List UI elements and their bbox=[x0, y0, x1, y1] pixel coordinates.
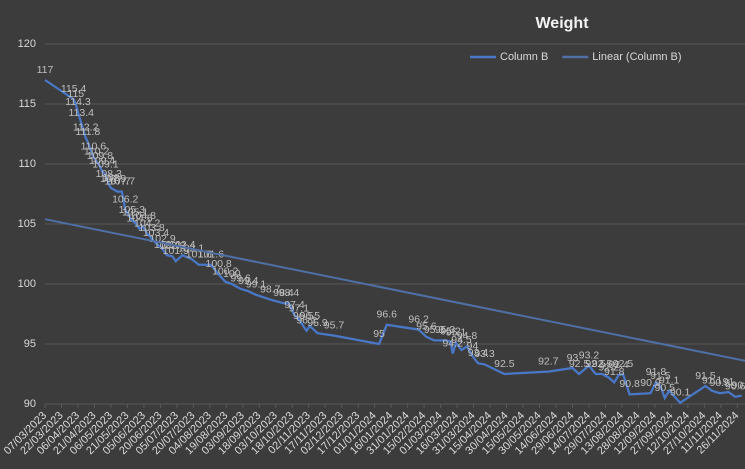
data-label: 95.3 bbox=[435, 324, 456, 336]
data-label: 92.5 bbox=[585, 358, 606, 370]
data-label: 111.8 bbox=[75, 126, 100, 138]
data-label: 100.8 bbox=[205, 258, 231, 270]
data-label: 94.8 bbox=[457, 330, 478, 342]
data-label: 108.3 bbox=[96, 168, 122, 180]
data-label: 90.7 bbox=[731, 379, 745, 391]
data-label: 90.9 bbox=[710, 377, 731, 389]
data-label: 98.7 bbox=[260, 283, 281, 295]
series-line bbox=[44, 79, 742, 405]
chart-title: Weight bbox=[535, 15, 589, 32]
data-label: 97.1 bbox=[289, 303, 310, 315]
data-label: 90.9 bbox=[640, 377, 661, 389]
data-label: 96.5 bbox=[300, 310, 321, 322]
data-label: 92.5 bbox=[613, 358, 634, 370]
data-label: 107.7 bbox=[104, 175, 130, 187]
data-label: 99.6 bbox=[230, 273, 251, 285]
data-label: 90.6 bbox=[725, 381, 745, 393]
data-label: 96.5 bbox=[293, 310, 314, 322]
data-label: 105.3 bbox=[119, 204, 145, 216]
data-label: 109.1 bbox=[92, 159, 118, 171]
data-label: 99.1 bbox=[246, 279, 267, 291]
y-tick-label: 120 bbox=[18, 38, 36, 50]
data-label: 92.2 bbox=[599, 361, 620, 373]
data-label: 95.3 bbox=[424, 324, 445, 336]
data-label: 107.7 bbox=[109, 175, 135, 187]
data-label: 110.6 bbox=[81, 141, 107, 153]
data-label: 91.8 bbox=[646, 366, 667, 378]
data-label: 99.4 bbox=[238, 275, 259, 287]
data-label: 97.4 bbox=[284, 299, 305, 311]
data-label: 101.6 bbox=[198, 249, 224, 261]
data-label: 115 bbox=[67, 88, 84, 100]
data-label: 91.5 bbox=[695, 370, 716, 382]
data-label: 92.7 bbox=[538, 355, 559, 367]
data-label: 91 bbox=[723, 376, 735, 388]
data-label: 91.5 bbox=[650, 370, 671, 382]
data-label: 104.2 bbox=[134, 217, 160, 229]
data-label: 110.2 bbox=[84, 145, 110, 157]
y-tick-label: 100 bbox=[18, 278, 36, 290]
data-label: 95.9 bbox=[307, 317, 328, 329]
data-label: 91.1 bbox=[659, 375, 680, 387]
data-label: 92.5 bbox=[569, 358, 590, 370]
data-label: 95.1 bbox=[446, 327, 467, 339]
data-label: 95.7 bbox=[324, 319, 345, 331]
y-tick-label: 115 bbox=[18, 98, 36, 110]
data-label: 93.3 bbox=[474, 348, 495, 360]
data-label: 104.6 bbox=[126, 213, 152, 225]
y-tick-label: 95 bbox=[24, 338, 36, 350]
data-label: 100.2 bbox=[212, 265, 238, 277]
data-label: 98.4 bbox=[279, 287, 300, 299]
data-label: 109.4 bbox=[89, 155, 115, 167]
data-label: 117 bbox=[37, 64, 54, 76]
data-label: 94 bbox=[467, 340, 479, 352]
legend-label: Linear (Column B) bbox=[592, 51, 681, 63]
data-label: 93.2 bbox=[579, 349, 600, 361]
data-label: 90.8 bbox=[619, 378, 640, 390]
data-label: 93 bbox=[567, 352, 579, 364]
data-label: 114.3 bbox=[65, 96, 91, 108]
data-label: 113.4 bbox=[69, 107, 95, 119]
data-label: 107.9 bbox=[100, 173, 126, 185]
y-tick-label: 110 bbox=[18, 158, 36, 170]
series-line bbox=[44, 218, 745, 362]
data-label: 92.5 bbox=[592, 358, 613, 370]
data-label: 94.5 bbox=[451, 334, 472, 346]
data-label: 92.5 bbox=[494, 358, 515, 370]
data-label: 94.2 bbox=[442, 337, 463, 349]
y-tick-label: 105 bbox=[18, 218, 36, 230]
data-label: 108 bbox=[102, 172, 120, 184]
data-label: 115.4 bbox=[61, 83, 87, 95]
data-label: 98.4 bbox=[273, 287, 294, 299]
data-label: 95.6 bbox=[416, 321, 437, 333]
data-label: 103.8 bbox=[138, 222, 164, 234]
data-label: 112.2 bbox=[73, 121, 99, 133]
data-label: 109.8 bbox=[87, 150, 113, 162]
data-label: 95 bbox=[373, 328, 385, 340]
data-label: 106.2 bbox=[112, 193, 138, 205]
data-label: 101.6 bbox=[186, 249, 212, 261]
data-label: 91.1 bbox=[702, 375, 723, 387]
y-tick-label: 90 bbox=[24, 398, 36, 410]
data-label: 95.2 bbox=[440, 325, 461, 337]
data-label: 96.6 bbox=[377, 309, 398, 321]
legend-label: Column B bbox=[500, 51, 548, 63]
data-label: 105.1 bbox=[122, 207, 148, 219]
data-label: 91.8 bbox=[604, 366, 625, 378]
data-label: 93.4 bbox=[468, 347, 489, 359]
data-label: 90.1 bbox=[670, 387, 691, 399]
data-label: 104.8 bbox=[130, 210, 156, 222]
data-label: 90.5 bbox=[655, 382, 676, 394]
data-label: 103.4 bbox=[143, 227, 169, 239]
data-label: 100 bbox=[223, 268, 241, 280]
data-label: 96.1 bbox=[296, 315, 317, 327]
data-label: 96.2 bbox=[408, 313, 429, 325]
data-label: 92.4 bbox=[608, 359, 629, 371]
